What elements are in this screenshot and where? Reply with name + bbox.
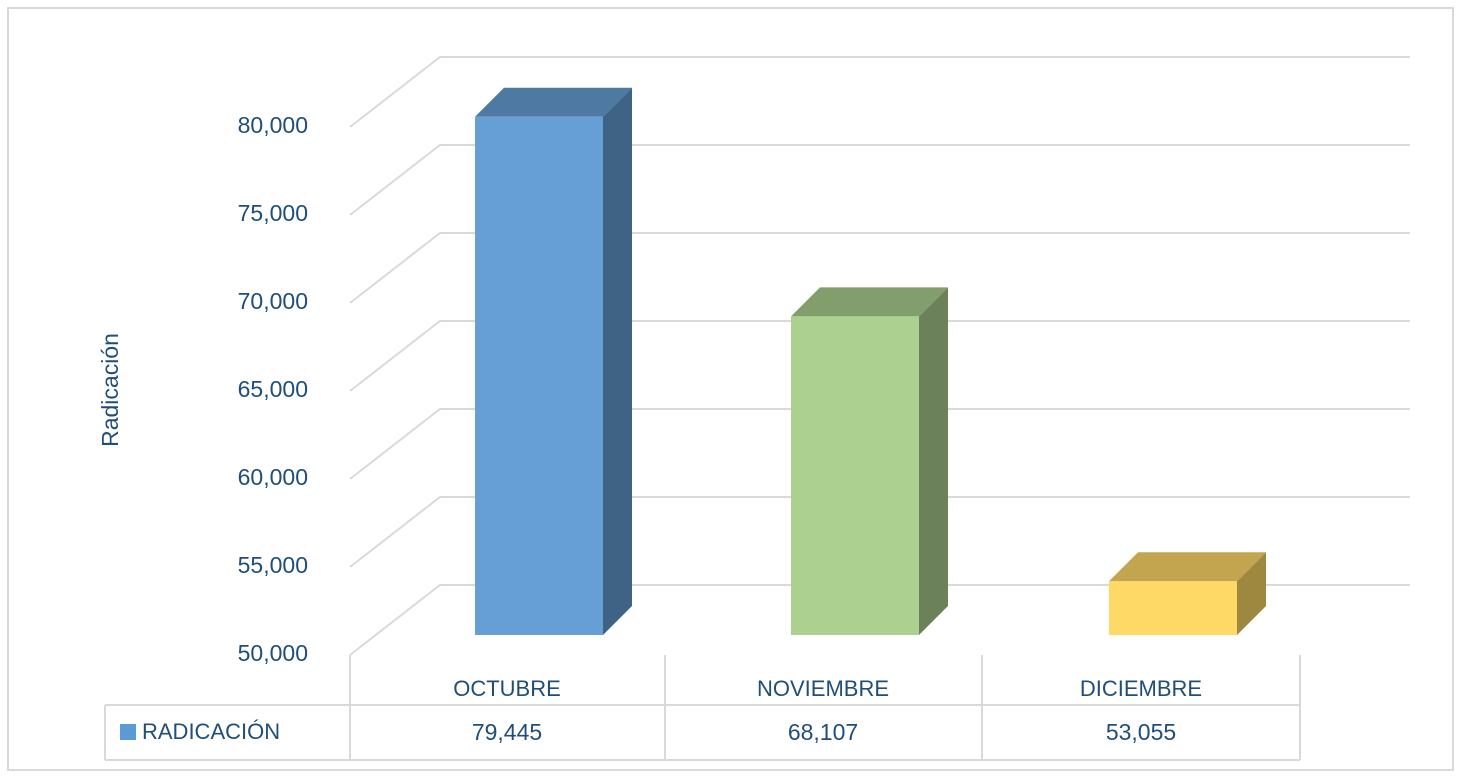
data-table-value: 68,107 — [788, 719, 858, 745]
bar-side — [603, 87, 632, 635]
y-tick-label: 70,000 — [238, 288, 308, 314]
y-axis-label: Radicación — [97, 333, 123, 447]
grid-line — [349, 144, 1410, 216]
y-tick-label: 80,000 — [238, 112, 308, 138]
x-tick-label: NOVIEMBRE — [757, 676, 889, 701]
y-tick-label: 60,000 — [238, 464, 308, 490]
grid-line — [349, 496, 1410, 568]
bar — [791, 316, 919, 635]
y-tick-label: 65,000 — [238, 376, 308, 402]
data-table-value: 53,055 — [1106, 719, 1176, 745]
legend-label: RADICACIÓN — [142, 719, 280, 744]
y-tick-label: 55,000 — [238, 552, 308, 578]
grid-line — [349, 232, 1410, 304]
x-tick-label: DICIEMBRE — [1080, 676, 1202, 701]
data-table-value: 79,445 — [472, 719, 542, 745]
grid-line — [349, 56, 1410, 128]
bar-side — [919, 287, 948, 635]
legend-swatch — [120, 724, 136, 740]
grid-line — [349, 408, 1410, 480]
y-tick-label: 75,000 — [238, 200, 308, 226]
bar-top — [791, 287, 948, 317]
grid-line — [349, 584, 1410, 656]
bar — [1109, 581, 1237, 635]
x-tick-label: OCTUBRE — [453, 676, 561, 701]
y-tick-label: 50,000 — [238, 640, 308, 666]
bar-top — [475, 87, 632, 117]
bar-top — [1109, 552, 1266, 582]
bar — [475, 116, 603, 635]
data-table — [104, 655, 1301, 761]
bar-side — [1237, 552, 1266, 635]
chart-border — [7, 7, 1454, 771]
grid-line — [349, 320, 1410, 392]
